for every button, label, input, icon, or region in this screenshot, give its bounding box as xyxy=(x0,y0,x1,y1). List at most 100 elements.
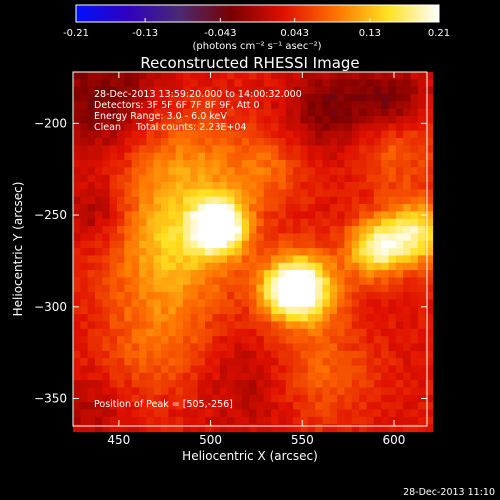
heatmap-cell xyxy=(373,123,382,132)
heatmap-cell xyxy=(219,336,228,345)
heatmap-cell xyxy=(117,306,125,315)
heatmap-cell xyxy=(183,204,191,212)
heatmap-cell xyxy=(256,328,265,337)
heatmap-cell xyxy=(241,240,250,249)
heatmap-cell xyxy=(381,79,390,88)
heatmap-cell xyxy=(403,299,412,308)
heatmap-cell xyxy=(263,358,272,367)
heatmap-cell xyxy=(102,152,111,161)
heatmap-cell xyxy=(344,233,353,242)
heatmap-cell xyxy=(388,402,397,411)
heatmap-cell xyxy=(293,255,302,264)
heatmap-cell xyxy=(373,240,382,249)
heatmap-cell xyxy=(293,343,302,352)
heatmap-cell xyxy=(95,196,103,205)
heatmap-cell xyxy=(395,152,404,161)
heatmap-cell xyxy=(175,182,184,190)
heatmap-cell xyxy=(307,233,316,242)
heatmap-cell xyxy=(153,211,162,220)
heatmap-cell xyxy=(109,248,118,257)
heatmap-cell xyxy=(425,196,434,205)
heatmap-cell xyxy=(168,277,177,286)
heatmap-cell xyxy=(425,204,434,212)
heatmap-cell xyxy=(263,402,272,411)
heatmap-cell xyxy=(212,226,221,235)
heatmap-cell xyxy=(139,167,147,176)
heatmap-cell xyxy=(300,226,309,235)
heatmap-cell xyxy=(403,211,412,220)
heatmap-cell xyxy=(366,86,375,95)
heatmap-cell xyxy=(395,343,404,352)
heatmap-cell xyxy=(417,123,426,132)
heatmap-cell xyxy=(131,123,140,132)
heatmap-cell xyxy=(256,226,265,235)
heatmap-cell xyxy=(234,160,243,168)
heatmap-cell xyxy=(95,394,103,403)
heatmap-cell xyxy=(410,277,419,286)
heatmap-cell xyxy=(153,108,162,117)
heatmap-cell xyxy=(227,196,236,205)
heatmap-cell xyxy=(227,226,236,235)
heatmap-cell xyxy=(219,394,228,403)
heatmap-cell xyxy=(329,196,338,205)
y-axis-label: Heliocentric Y (arcsec) xyxy=(11,182,25,317)
heatmap-cell xyxy=(403,409,412,418)
heatmap-cell xyxy=(131,101,140,110)
heatmap-cell xyxy=(337,336,346,345)
heatmap-cell xyxy=(403,387,412,396)
heatmap-cell xyxy=(373,233,382,242)
heatmap-cell xyxy=(344,262,353,271)
heatmap-cell xyxy=(359,248,368,257)
heatmap-cell xyxy=(168,262,177,271)
heatmap-cell xyxy=(95,218,103,227)
heatmap-cell xyxy=(117,270,125,279)
heatmap-cell xyxy=(381,270,390,279)
heatmap-cell xyxy=(95,255,103,264)
heatmap-cell xyxy=(190,182,199,190)
heatmap-cell xyxy=(109,255,118,264)
heatmap-cell xyxy=(117,160,125,168)
heatmap-cell xyxy=(351,387,360,396)
heatmap-cell xyxy=(73,218,81,227)
heatmap-cell xyxy=(227,72,236,80)
heatmap-cell xyxy=(212,306,221,315)
heatmap-cell xyxy=(366,299,375,308)
heatmap-cell xyxy=(131,394,140,403)
heatmap-cell xyxy=(234,196,243,205)
heatmap-cell xyxy=(293,174,302,183)
heatmap-cell xyxy=(337,138,346,146)
heatmap-cell xyxy=(285,226,294,235)
heatmap-cell xyxy=(366,160,375,168)
heatmap-cell xyxy=(388,321,397,330)
heatmap-cell xyxy=(139,387,147,396)
heatmap-cell xyxy=(351,314,360,323)
heatmap-cell xyxy=(87,306,96,315)
heatmap-cell xyxy=(153,189,162,198)
heatmap-cell xyxy=(161,343,169,352)
heatmap-cell xyxy=(124,123,133,132)
heatmap-cell xyxy=(168,255,177,264)
heatmap-cell xyxy=(73,116,81,124)
heatmap-cell xyxy=(197,299,206,308)
heatmap-cell xyxy=(425,86,434,95)
heatmap-cell xyxy=(344,152,353,161)
heatmap-cell xyxy=(344,402,353,411)
heatmap-cell xyxy=(337,240,346,249)
heatmap-cell xyxy=(322,306,331,315)
heatmap-cell xyxy=(161,167,169,176)
heatmap-cell xyxy=(139,94,147,102)
heatmap-cell xyxy=(109,424,118,433)
heatmap-cell xyxy=(271,284,280,293)
heatmap-cell xyxy=(271,299,280,308)
heatmap-cell xyxy=(153,160,162,168)
heatmap-cell xyxy=(425,189,434,198)
heatmap-cell xyxy=(212,380,221,389)
heatmap-cell xyxy=(366,248,375,257)
heatmap-cell xyxy=(175,292,184,301)
heatmap-cell xyxy=(381,394,390,403)
heatmap-cell xyxy=(315,167,324,176)
heatmap-cell xyxy=(87,424,96,433)
heatmap-cell xyxy=(307,343,316,352)
heatmap-cell xyxy=(285,284,294,293)
heatmap-cell xyxy=(256,284,265,293)
